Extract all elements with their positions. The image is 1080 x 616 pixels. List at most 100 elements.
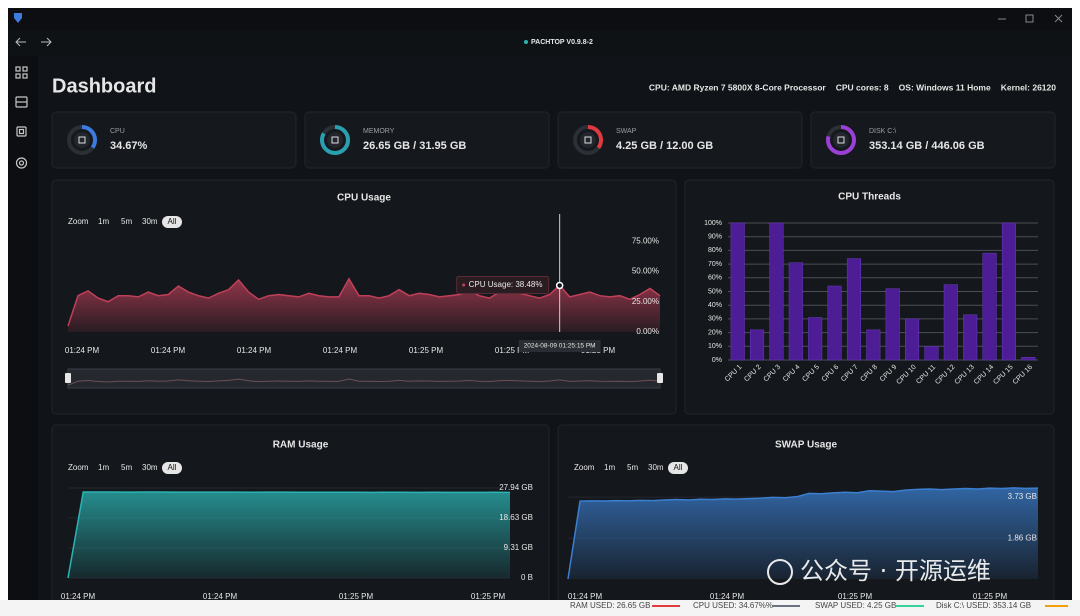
- range-button[interactable]: 5m: [627, 463, 638, 472]
- title-bar: [8, 8, 1072, 30]
- x-tick-label: 01:25 PM: [495, 346, 530, 355]
- card-value: 34.67%: [110, 140, 148, 152]
- sidebar: [8, 56, 38, 600]
- page-title: Dashboard: [52, 75, 156, 97]
- tooltip-box: [456, 275, 550, 294]
- y-tick-label: 70%: [708, 261, 722, 268]
- x-tick-label: 01:24 PM: [203, 592, 238, 601]
- range-button[interactable]: 30m: [648, 463, 664, 472]
- x-tick-label: 01:24 PM: [710, 592, 745, 601]
- y-tick-label: 0%: [712, 357, 722, 364]
- close-button[interactable]: [1054, 14, 1063, 23]
- bar: [769, 222, 784, 361]
- gauge-center: [74, 132, 90, 148]
- x-tick-label: 01:24 PM: [323, 346, 358, 355]
- y-tick-label: 90%: [708, 234, 722, 241]
- range-button[interactable]: 5m: [121, 217, 132, 226]
- card-label: SWAP: [616, 128, 637, 135]
- y-tick-label: 3.73 GB: [1008, 492, 1037, 501]
- gauge-center: [580, 132, 596, 148]
- gauge-arc: [826, 125, 856, 155]
- y-tick-label: 25.00%: [632, 297, 659, 306]
- system-info: CPU cores: 8: [836, 82, 889, 92]
- range-button[interactable]: 30m: [142, 463, 158, 472]
- gauge-arc: [67, 125, 97, 155]
- y-tick-label: 80%: [708, 247, 722, 254]
- y-tick-label: 60%: [708, 275, 722, 282]
- range-button[interactable]: 30m: [142, 217, 158, 226]
- bar: [808, 317, 823, 361]
- y-tick-label: 40%: [708, 302, 722, 309]
- x-tick-label: 01:25 PM: [409, 346, 444, 355]
- y-tick-label: 27.94 GB: [499, 483, 533, 492]
- status-bar: [0, 600, 1080, 616]
- card-value: 353.14 GB / 446.06 GB: [869, 140, 985, 152]
- x-tick-label: 01:24 PM: [61, 592, 96, 601]
- y-tick-label: 18.63 GB: [499, 513, 533, 522]
- app-title: PACHTOP V0.9.8-2: [531, 39, 593, 46]
- range-button[interactable]: All: [168, 217, 177, 226]
- status-dot: [524, 40, 528, 44]
- bar: [750, 329, 765, 361]
- tooltip-time: 2024-08-09 01:25:15 PM: [524, 343, 596, 350]
- card-icon: [584, 136, 592, 144]
- range-button[interactable]: 1m: [98, 463, 109, 472]
- range-button-bg: [162, 462, 182, 474]
- y-tick-label: 1.86 GB: [1008, 533, 1037, 542]
- tooltip-time-box: [518, 340, 601, 352]
- status-item: Disk C:\ USED: 353.14 GB: [936, 601, 1031, 610]
- bar: [788, 262, 803, 361]
- area-line: [67, 491, 511, 579]
- storage-icon[interactable]: [15, 96, 28, 108]
- range-button-bg: [668, 462, 688, 474]
- x-tick-label: 01:24 PM: [151, 346, 186, 355]
- bar: [846, 258, 861, 361]
- tooltip-text: CPU Usage: 38.48%: [469, 280, 543, 289]
- navigator: [67, 368, 661, 389]
- bar: [1021, 357, 1036, 361]
- watermark: 公众号 · 开源运维: [800, 557, 991, 585]
- range-button[interactable]: 1m: [604, 463, 615, 472]
- card-icon: [837, 136, 845, 144]
- navigator-handle[interactable]: [657, 373, 663, 383]
- range-button[interactable]: All: [674, 463, 683, 472]
- y-tick-label: 50.00%: [632, 267, 659, 276]
- y-tick-label: 50%: [708, 288, 722, 295]
- maximize-button[interactable]: [1025, 14, 1034, 23]
- bar: [905, 318, 920, 361]
- navigator-line: [67, 378, 661, 386]
- x-tick-label: 01:25 PM: [838, 592, 873, 601]
- gauge-arc: [320, 125, 350, 155]
- cpu-icon[interactable]: [16, 126, 27, 137]
- x-tick-label: 01:25 PM: [339, 592, 374, 601]
- card-label: DISK C:\: [869, 128, 896, 135]
- bar: [730, 222, 745, 361]
- app-logo: [14, 13, 22, 23]
- status-item: SWAP USED: 4.25 GB: [815, 601, 896, 610]
- card-label: CPU: [110, 128, 125, 135]
- gauge-center: [327, 132, 343, 148]
- gauge-center: [833, 132, 849, 148]
- dashboard-icon[interactable]: [15, 66, 28, 79]
- range-button[interactable]: 5m: [121, 463, 132, 472]
- range-button[interactable]: All: [168, 463, 177, 472]
- chart-title: CPU Usage: [337, 193, 391, 204]
- nav-bar: [8, 30, 1072, 56]
- back-button[interactable]: [15, 37, 26, 47]
- settings-icon[interactable]: [15, 157, 28, 169]
- navigator-handle[interactable]: [65, 373, 71, 383]
- status-item: RAM USED: 26.65 GB: [570, 601, 650, 610]
- y-tick-label: 30%: [708, 316, 722, 323]
- system-info: Kernel: 26120: [1001, 82, 1057, 92]
- card-icon: [78, 136, 86, 144]
- card-value: 4.25 GB / 12.00 GB: [616, 140, 713, 152]
- zoom-label: Zoom: [574, 463, 595, 472]
- forward-button[interactable]: [41, 37, 52, 47]
- gauge-arc: [573, 125, 603, 155]
- range-button[interactable]: 1m: [98, 217, 109, 226]
- stat-card: [810, 111, 1056, 169]
- system-info: CPU: AMD Ryzen 7 5800X 8-Core Processor: [649, 82, 827, 92]
- bar: [885, 288, 900, 361]
